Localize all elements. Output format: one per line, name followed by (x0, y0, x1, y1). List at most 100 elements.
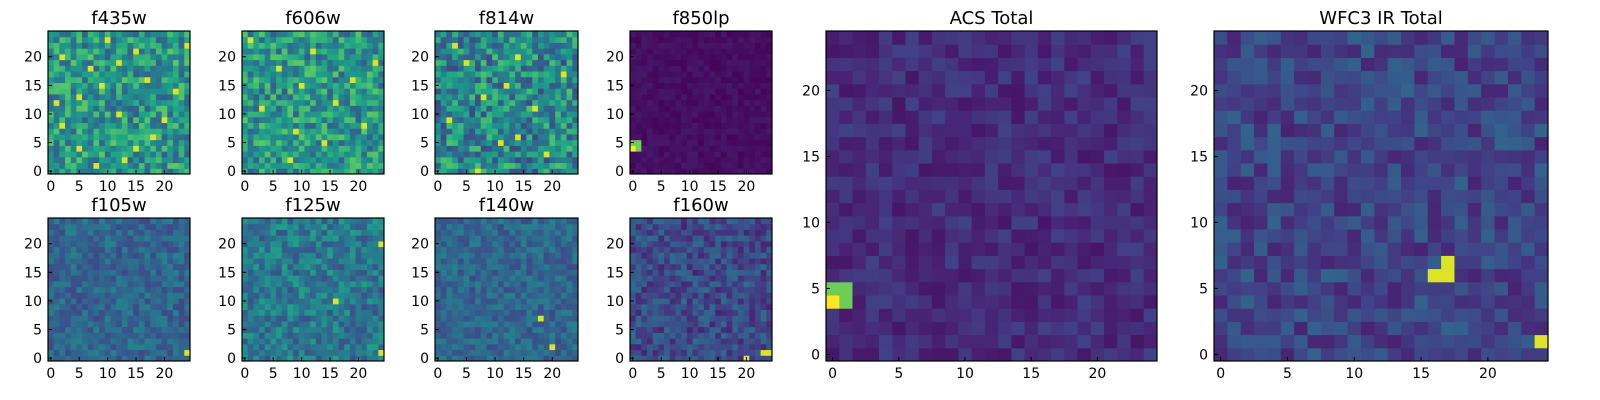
heatmap-cell (355, 99, 362, 106)
heatmap-cell (726, 99, 733, 106)
heatmap-cell (298, 240, 305, 248)
heatmap-cell (59, 252, 66, 259)
heatmap-cell (560, 275, 568, 282)
heatmap-cell (161, 151, 168, 158)
heatmap-cell (87, 320, 94, 328)
heatmap-cell (355, 315, 362, 322)
heatmap-cell (332, 315, 340, 322)
heatmap-cell (53, 151, 60, 158)
heatmap-cell (378, 156, 385, 164)
heatmap-cell (315, 286, 323, 293)
heatmap-cell (749, 145, 756, 152)
heatmap-cell (349, 128, 357, 135)
heatmap-cell (630, 280, 637, 288)
heatmap-cell (526, 65, 533, 72)
heatmap-cell (155, 326, 163, 333)
heatmap-cell (65, 292, 72, 299)
heatmap-cell (59, 332, 66, 339)
heatmap-cell (144, 128, 151, 135)
heatmap-cell (65, 355, 72, 362)
heatmap-cell (59, 42, 66, 49)
heatmap-cell (686, 65, 693, 72)
heatmap-cell (754, 263, 762, 270)
heatmap-cell (155, 235, 163, 242)
heatmap-cell (344, 235, 351, 242)
heatmap-cell (372, 31, 379, 38)
heatmap-cell (298, 252, 305, 259)
heatmap-cell (104, 59, 111, 66)
heatmap-cell (59, 229, 66, 236)
heatmap-cell (658, 269, 665, 276)
heatmap-cell (65, 151, 72, 158)
heatmap-cell (526, 223, 533, 230)
heatmap-cell (463, 332, 470, 339)
heatmap-cell (681, 315, 688, 322)
heatmap-cell (560, 338, 568, 345)
heatmap-cell (446, 111, 453, 118)
heatmap-cell (133, 76, 140, 83)
heatmap-cell (526, 162, 533, 169)
heatmap-cell (469, 145, 476, 152)
heatmap-cell (635, 42, 642, 49)
heatmap-cell (515, 240, 522, 248)
heatmap-cell (144, 42, 151, 49)
heatmap-cell (480, 320, 487, 328)
heatmap-cell (658, 133, 665, 141)
heatmap-cell (698, 309, 705, 316)
heatmap-cell (766, 111, 773, 118)
heatmap-cell (480, 139, 487, 146)
heatmap-cell (703, 338, 711, 345)
heatmap-cell (440, 326, 447, 333)
heatmap-cell (543, 116, 550, 124)
heatmap-cell (298, 59, 305, 66)
heatmap-cell (259, 36, 266, 43)
heatmap-cell (155, 156, 163, 164)
heatmap-cell (155, 122, 163, 129)
heatmap-cell (480, 349, 487, 356)
heatmap-cell (287, 229, 294, 236)
heatmap-cell (144, 275, 151, 282)
heatmap-cell (664, 128, 671, 135)
heatmap-cell (469, 263, 476, 270)
heatmap-cell (766, 139, 773, 146)
heatmap-cell (675, 343, 682, 351)
heatmap-cell (555, 298, 562, 305)
heatmap-cell (161, 99, 168, 106)
heatmap-cell (543, 286, 550, 293)
heatmap-cell (321, 240, 328, 248)
heatmap-cell (692, 286, 699, 293)
heatmap-cell (172, 315, 180, 322)
heatmap-cell (133, 133, 140, 141)
heatmap-cell (452, 99, 459, 106)
heatmap-cell (287, 292, 294, 299)
heatmap-cell (264, 93, 271, 101)
heatmap-cell (664, 303, 671, 311)
heatmap-cell (497, 275, 505, 282)
x-tick-label: 10 (486, 179, 504, 195)
heatmap-cell (658, 116, 665, 124)
heatmap-cell (452, 263, 459, 270)
heatmap-cell (715, 88, 722, 95)
heatmap-cell (555, 332, 562, 339)
heatmap-cell (537, 93, 545, 101)
heatmap-cell (509, 42, 516, 49)
heatmap-cell (709, 116, 716, 124)
heatmap-cell (270, 343, 277, 351)
heatmap-cell (99, 93, 106, 101)
heatmap-cell (469, 280, 476, 288)
heatmap-cell (99, 145, 106, 152)
heatmap-cell (167, 59, 174, 66)
heatmap-cell (344, 315, 351, 322)
heatmap-cell (709, 82, 716, 89)
heatmap-cell (492, 343, 499, 351)
heatmap-cell (480, 338, 487, 345)
heatmap-cell (327, 139, 334, 146)
heatmap-cell (53, 298, 60, 305)
heatmap-cell (503, 53, 510, 61)
heatmap-cell (492, 303, 499, 311)
heatmap-cell (520, 128, 528, 135)
heatmap-cell (492, 286, 499, 293)
heatmap-cell (116, 82, 123, 89)
heatmap-cell (647, 269, 654, 276)
heatmap-cell (378, 145, 385, 152)
